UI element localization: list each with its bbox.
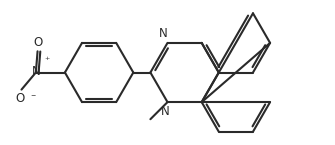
Text: O: O: [33, 36, 42, 49]
Text: O: O: [15, 92, 24, 105]
Text: N: N: [160, 105, 169, 118]
Text: $^-$: $^-$: [29, 92, 37, 101]
Text: N: N: [159, 27, 168, 40]
Text: $^+$: $^+$: [43, 56, 51, 65]
Text: N: N: [32, 65, 41, 78]
